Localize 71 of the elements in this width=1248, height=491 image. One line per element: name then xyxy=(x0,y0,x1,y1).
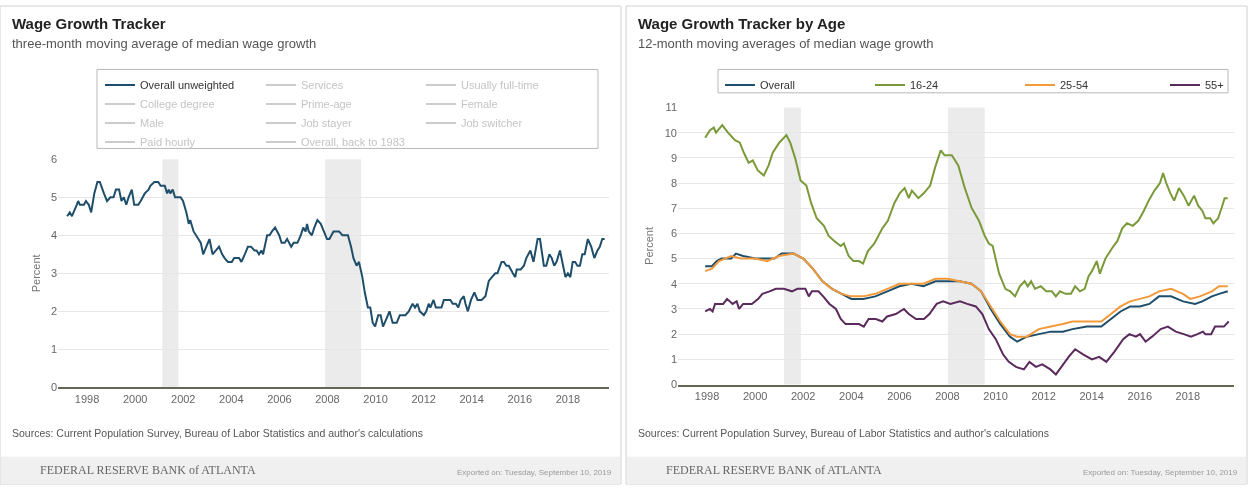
x-tick-label: 2010 xyxy=(363,392,388,405)
x-tick-label: 2016 xyxy=(507,392,533,405)
y-tick-label: 9 xyxy=(670,151,677,164)
legend-label: Job switcher xyxy=(461,117,523,130)
x-tick-label: 2012 xyxy=(1031,389,1056,402)
y-axis-title: Percent xyxy=(643,227,656,265)
y-tick-label: 2 xyxy=(670,327,677,340)
legend-label: Female xyxy=(461,98,498,111)
y-tick-label: 0 xyxy=(670,378,677,391)
chart-title: Wage Growth Tracker by Age xyxy=(638,15,846,32)
x-tick-label: 2000 xyxy=(742,389,768,402)
y-tick-label: 11 xyxy=(665,101,677,114)
x-tick-label: 2012 xyxy=(411,392,436,405)
y-tick-label: 7 xyxy=(670,202,677,215)
x-tick-label: 2016 xyxy=(1127,389,1153,402)
y-tick-label: 3 xyxy=(50,267,57,280)
y-tick-label: 5 xyxy=(50,191,57,204)
legend-label: Usually full-time xyxy=(461,79,539,92)
y-tick-label: 2 xyxy=(50,305,57,318)
legend-label: College degree xyxy=(140,98,215,111)
line-series xyxy=(704,124,1229,298)
x-tick-label: 2004 xyxy=(839,389,864,402)
x-tick-label: 1998 xyxy=(74,392,100,405)
source-note: Sources: Current Population Survey, Bureau of Labor Statistics and author's calculations xyxy=(12,427,423,439)
line-series xyxy=(704,287,1230,376)
x-tick-label: 2006 xyxy=(267,392,292,405)
legend-label: Overall, back to 1983 xyxy=(301,136,405,149)
x-tick-label: 2008 xyxy=(315,392,340,405)
legend-label: Paid hourly xyxy=(140,136,196,149)
legend-label: Services xyxy=(301,79,344,92)
chart-subtitle: 12-month moving averages of median wage growth xyxy=(638,36,934,51)
y-tick-label: 0 xyxy=(50,381,57,394)
x-tick-label: 2014 xyxy=(1079,389,1104,402)
source-note: Sources: Current Population Survey, Bureau of Labor Statistics and author's calculations xyxy=(638,427,1049,439)
x-tick-label: 2018 xyxy=(1175,389,1201,402)
chart-subtitle: three-month moving average of median wage growth xyxy=(12,36,317,51)
y-tick-label: 6 xyxy=(670,227,677,240)
legend-label: Overall unweighted xyxy=(140,79,235,92)
x-tick-label: 2014 xyxy=(459,392,484,405)
legend-label: Prime-age xyxy=(301,98,352,111)
x-tick-label: 2006 xyxy=(887,389,912,402)
legend-label: Job stayer xyxy=(301,117,353,130)
x-tick-label: 2002 xyxy=(791,389,816,402)
legend-label: Male xyxy=(140,117,164,130)
legend-label: 55+ xyxy=(1205,79,1224,92)
text: FEDERAL RESERVE BANK of ATLANTA xyxy=(40,463,256,477)
x-tick-label: 2002 xyxy=(171,392,196,405)
text: Exported on: Tuesday, September 10, 2019 xyxy=(457,468,612,477)
text: FEDERAL RESERVE BANK of ATLANTA xyxy=(666,463,882,477)
x-tick-label: 2004 xyxy=(219,392,244,405)
text: Exported on: Tuesday, September 10, 2019 xyxy=(1083,468,1238,477)
y-tick-label: 10 xyxy=(664,126,677,139)
y-tick-label: 3 xyxy=(670,302,677,315)
y-tick-label: 1 xyxy=(50,343,57,356)
y-tick-label: 4 xyxy=(50,229,57,242)
y-axis-title: Percent xyxy=(29,254,42,293)
y-tick-label: 5 xyxy=(670,252,677,265)
line-series xyxy=(66,180,606,328)
chart-title: Wage Growth Tracker xyxy=(12,15,166,32)
y-tick-label: 1 xyxy=(670,353,677,366)
x-tick-label: 2000 xyxy=(122,392,148,405)
y-tick-label: 4 xyxy=(670,277,677,290)
x-tick-label: 1998 xyxy=(694,389,720,402)
y-tick-label: 8 xyxy=(670,176,677,189)
legend-label: Overall xyxy=(760,79,795,92)
x-tick-label: 2018 xyxy=(555,392,581,405)
legend-label: 16-24 xyxy=(910,79,939,92)
x-tick-label: 2010 xyxy=(983,389,1008,402)
legend-label: 25-54 xyxy=(1060,79,1089,92)
y-tick-label: 6 xyxy=(50,153,57,166)
x-tick-label: 2008 xyxy=(935,389,960,402)
